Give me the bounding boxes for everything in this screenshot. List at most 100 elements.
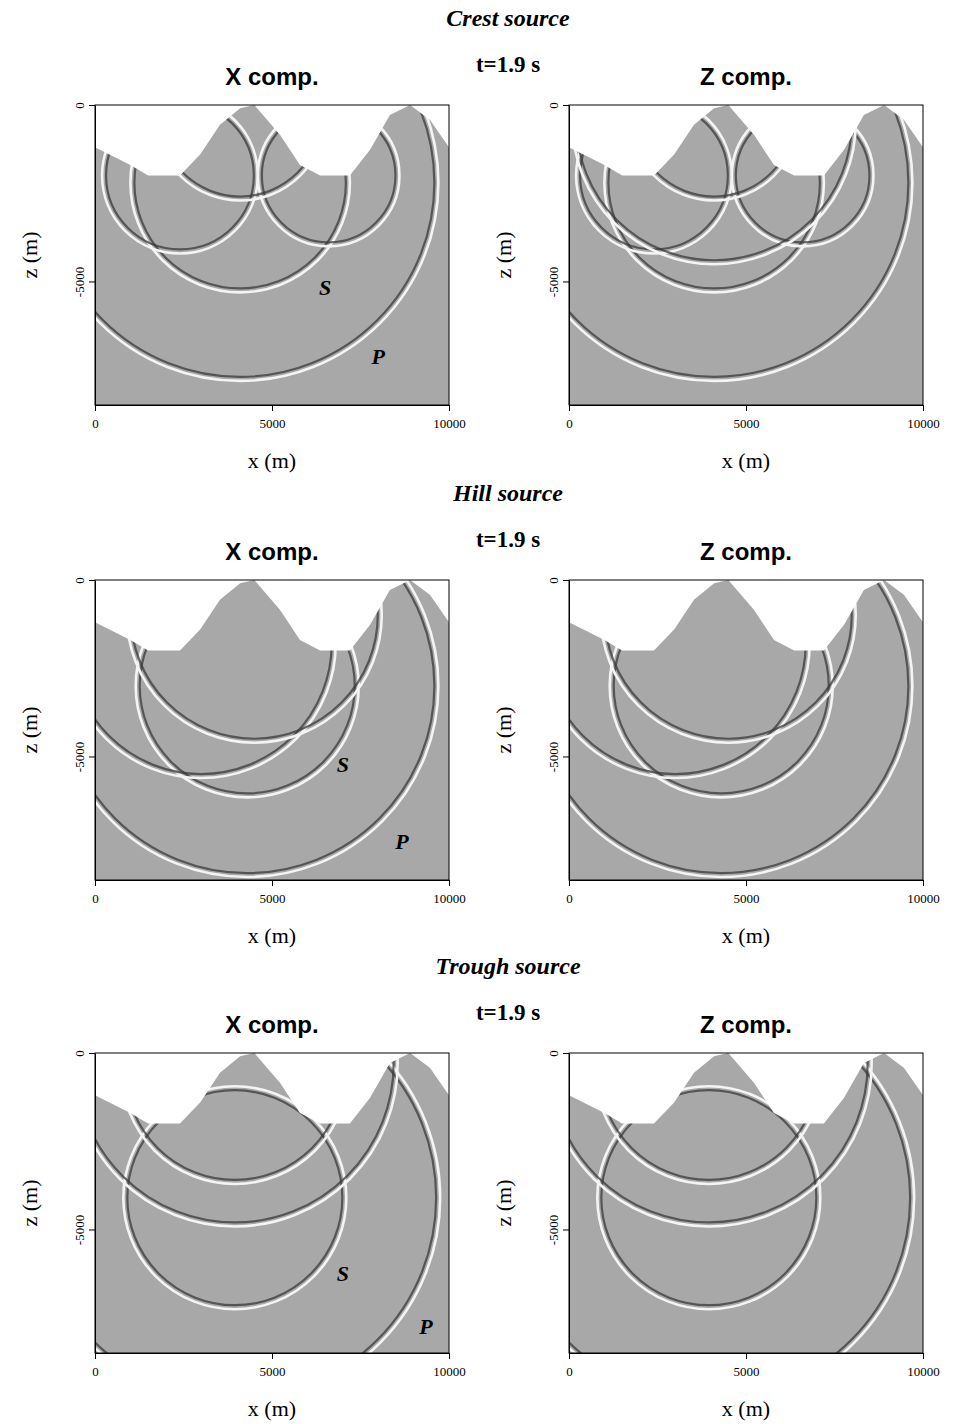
x-tick: 5000 bbox=[260, 1353, 286, 1379]
x-tick-label: 0 bbox=[566, 1364, 573, 1379]
x-tick: 5000 bbox=[734, 1353, 760, 1379]
y-axis: 0 -5000 bbox=[72, 577, 96, 880]
time-label: t=1.9 s bbox=[476, 1000, 540, 1025]
x-tick-mark bbox=[746, 880, 747, 886]
x-tick: 0 bbox=[566, 1353, 573, 1379]
wave-label: S bbox=[319, 275, 331, 300]
y-axis-line bbox=[569, 581, 570, 881]
panel-title: X comp. bbox=[225, 538, 318, 565]
y-axis-line bbox=[95, 1054, 96, 1354]
y-tick: 0 bbox=[546, 577, 569, 584]
plot-frame bbox=[569, 580, 923, 880]
plot-frame bbox=[95, 105, 449, 405]
x-tick-mark bbox=[449, 880, 450, 886]
y-tick-label: 0 bbox=[546, 102, 561, 109]
x-tick: 0 bbox=[566, 880, 573, 906]
x-tick-label: 10000 bbox=[907, 416, 940, 431]
y-axis: 0-5000 bbox=[546, 577, 570, 880]
x-tick: 5000 bbox=[734, 880, 760, 906]
y-tick-label: 0 bbox=[72, 577, 87, 584]
y-tick: -5000 bbox=[72, 267, 95, 297]
x-tick: 0 bbox=[92, 405, 99, 431]
y-tick: -5000 bbox=[72, 1215, 95, 1245]
x-axis: 0 5000 10000 bbox=[566, 1353, 940, 1379]
panel: X comp.05000100000-5000x (m)z (m)SP bbox=[17, 488, 466, 948]
topography bbox=[95, 580, 449, 651]
x-tick-label: 5000 bbox=[260, 416, 286, 431]
x-tick-mark bbox=[746, 1353, 747, 1359]
y-tick-label: -5000 bbox=[72, 742, 87, 772]
x-tick-mark bbox=[923, 405, 924, 411]
x-tick-label: 5000 bbox=[734, 891, 760, 906]
y-tick: 0 bbox=[72, 102, 95, 109]
panel: Z comp.05000100000-5000x (m)z (m) bbox=[491, 488, 940, 948]
x-axis-title: x (m) bbox=[248, 448, 296, 473]
x-tick-mark bbox=[569, 880, 570, 886]
background bbox=[95, 105, 449, 405]
plot-frame bbox=[569, 105, 923, 405]
y-tick: 0 bbox=[546, 102, 569, 109]
x-tick-mark bbox=[746, 405, 747, 411]
y-tick-mark bbox=[563, 1053, 569, 1054]
panel-title: Z comp. bbox=[700, 63, 792, 90]
x-tick: 5000 bbox=[260, 880, 286, 906]
x-tick-mark bbox=[272, 880, 273, 886]
y-tick: 0 bbox=[72, 577, 95, 584]
plot-area bbox=[569, 1053, 923, 1353]
y-axis-line bbox=[569, 1054, 570, 1354]
plot-area bbox=[95, 1053, 449, 1353]
x-tick-label: 0 bbox=[566, 891, 573, 906]
topography bbox=[569, 1053, 923, 1124]
panel-title: Z comp. bbox=[700, 1011, 792, 1038]
x-tick-label: 0 bbox=[92, 416, 99, 431]
background bbox=[95, 1053, 449, 1353]
x-tick-mark bbox=[95, 1353, 96, 1359]
plot-frame bbox=[95, 1053, 449, 1353]
y-tick-label: 0 bbox=[72, 102, 87, 109]
x-tick: 5000 bbox=[734, 405, 760, 431]
panel: X comp.05000100000-5000x (m)z (m)SP bbox=[17, 0, 466, 473]
x-tick: 10000 bbox=[907, 405, 940, 431]
y-axis-title: z (m) bbox=[17, 1179, 42, 1226]
y-axis-line bbox=[95, 581, 96, 881]
x-axis-title: x (m) bbox=[722, 1396, 770, 1421]
x-tick-mark bbox=[569, 1353, 570, 1359]
x-tick: 10000 bbox=[433, 1353, 466, 1379]
y-axis: 0 -5000 bbox=[546, 102, 570, 405]
x-tick: 0 bbox=[566, 405, 573, 431]
y-tick-mark bbox=[563, 580, 569, 581]
x-tick-mark bbox=[449, 1353, 450, 1359]
x-axis-title: x (m) bbox=[722, 923, 770, 948]
y-axis-line bbox=[569, 106, 570, 406]
y-tick-mark bbox=[89, 756, 95, 757]
plot-area bbox=[569, 580, 923, 880]
plot-area bbox=[569, 105, 923, 405]
y-tick-label: -5000 bbox=[546, 267, 561, 297]
x-tick-label: 10000 bbox=[907, 1364, 940, 1379]
panel: X comp.05000100000-5000x (m)z (m)SP bbox=[17, 901, 466, 1421]
panel: Z comp.05000100000-5000x (m)z (m) bbox=[491, 901, 940, 1421]
x-tick-label: 5000 bbox=[734, 1364, 760, 1379]
x-axis: 0500010000 bbox=[566, 880, 940, 906]
x-axis: 0500010000 bbox=[92, 1353, 466, 1379]
time-label: t=1.9 s bbox=[476, 527, 540, 552]
y-axis-title: z (m) bbox=[17, 706, 42, 753]
wave-label: P bbox=[418, 1314, 433, 1339]
panel-title: X comp. bbox=[225, 63, 318, 90]
y-tick-mark bbox=[563, 281, 569, 282]
panel-title: Z comp. bbox=[700, 538, 792, 565]
x-tick-mark bbox=[923, 1353, 924, 1359]
x-tick: 10000 bbox=[433, 880, 466, 906]
x-tick-mark bbox=[95, 880, 96, 886]
x-axis: 0500010000 bbox=[92, 405, 466, 431]
y-tick-label: -5000 bbox=[72, 1215, 87, 1245]
y-tick-label: 0 bbox=[546, 577, 561, 584]
wave-label: S bbox=[337, 1261, 349, 1286]
x-tick-mark bbox=[272, 1353, 273, 1359]
y-tick: -5000 bbox=[546, 267, 569, 297]
row-heading: Hill source bbox=[452, 480, 563, 506]
x-tick: 0 bbox=[92, 880, 99, 906]
plot-frame bbox=[569, 1053, 923, 1353]
x-tick: 5000 bbox=[260, 405, 286, 431]
time-label: t=1.9 s bbox=[476, 52, 540, 77]
